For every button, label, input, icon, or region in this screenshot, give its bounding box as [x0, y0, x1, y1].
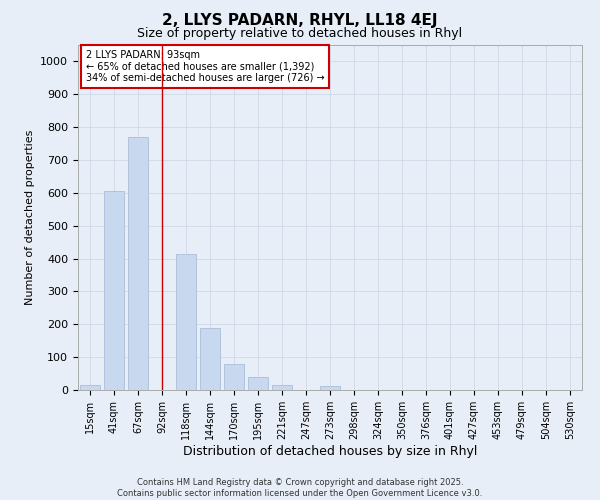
Bar: [128, 137, 148, 390]
Text: Contains HM Land Registry data © Crown copyright and database right 2025.
Contai: Contains HM Land Registry data © Crown c…: [118, 478, 482, 498]
Bar: [176, 254, 196, 390]
Text: 2 LLYS PADARN: 93sqm
← 65% of detached houses are smaller (1,392)
34% of semi-de: 2 LLYS PADARN: 93sqm ← 65% of detached h…: [86, 50, 324, 84]
Bar: [104, 191, 124, 390]
Bar: [80, 385, 100, 390]
Text: 2, LLYS PADARN, RHYL, LL18 4EJ: 2, LLYS PADARN, RHYL, LL18 4EJ: [162, 12, 438, 28]
X-axis label: Distribution of detached houses by size in Rhyl: Distribution of detached houses by size …: [183, 444, 477, 458]
Bar: [200, 328, 220, 390]
Text: Size of property relative to detached houses in Rhyl: Size of property relative to detached ho…: [137, 28, 463, 40]
Y-axis label: Number of detached properties: Number of detached properties: [25, 130, 35, 305]
Bar: [248, 377, 268, 390]
Bar: [272, 385, 292, 390]
Bar: [320, 386, 340, 390]
Bar: [224, 364, 244, 390]
